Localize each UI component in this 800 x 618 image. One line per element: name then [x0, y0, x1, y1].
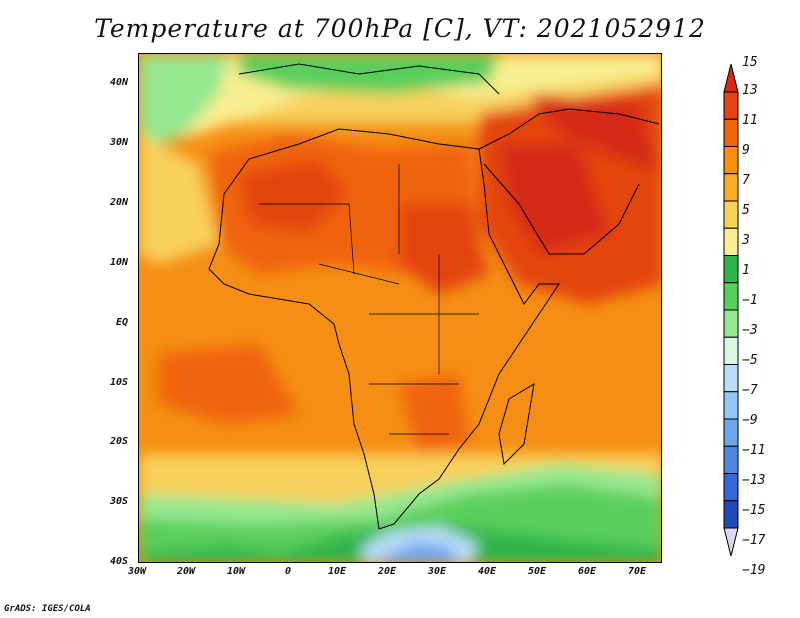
colorbar-segment: [723, 336, 739, 365]
colorbar-label: 3: [742, 233, 750, 248]
field-sahara-hot: [239, 159, 349, 234]
colorbar-label: −15: [742, 503, 766, 518]
field-sudan-hot: [399, 204, 489, 294]
colorbar-bottom-triangle: [723, 527, 739, 557]
colorbar-segment: [723, 473, 739, 502]
map-title: Temperature at 700hPa [C], VT: 202105291…: [94, 14, 706, 43]
colorbar-segment: [723, 445, 739, 474]
colorbar-segment: [723, 418, 739, 447]
colorbar-segment: [723, 364, 739, 393]
grads-credit: GrADS: IGES/COLA: [4, 604, 91, 614]
field-nw-green: [139, 54, 229, 149]
lat-label-20s: 20S: [109, 436, 128, 447]
colorbar-segment: [723, 255, 739, 284]
colorbar-segment: [723, 91, 739, 120]
colorbar-segment: [723, 118, 739, 147]
field-atlantic-yellow: [139, 134, 219, 264]
colorbar-label: −11: [742, 443, 766, 458]
colorbar-label: 9: [742, 143, 750, 158]
colorbar-segment: [723, 500, 739, 529]
temperature-field: [139, 54, 661, 562]
colorbar-segment: [723, 200, 739, 229]
middle-east-coast: [478, 108, 660, 150]
colorbar-label: −1: [742, 293, 758, 308]
lon-label-0: 0: [285, 566, 292, 577]
colorbar-label: 11: [742, 113, 758, 128]
lat-label-10n: 10N: [109, 257, 128, 268]
colorbar-segment: [723, 146, 739, 175]
europe-coast: [238, 63, 500, 95]
lon-label-10w: 10W: [227, 566, 246, 577]
colorbar-label: −5: [742, 353, 758, 368]
temperature-map: [138, 53, 662, 563]
colorbar-label: −9: [742, 413, 758, 428]
lon-label-40e: 40E: [478, 566, 497, 577]
lon-label-30e: 30E: [428, 566, 447, 577]
field-arabia-hot: [499, 144, 609, 254]
colorbar-top-triangle: [723, 63, 739, 93]
field-south-deep-blue: [379, 542, 458, 562]
colorbar-label: 15: [742, 55, 758, 70]
lon-label-60e: 60E: [578, 566, 597, 577]
colorbar: [723, 63, 739, 557]
colorbar-label: 5: [742, 203, 750, 218]
lon-label-30w: 30W: [128, 566, 147, 577]
field-iran-hot: [529, 94, 659, 174]
lat-label-10s: 10S: [109, 377, 128, 388]
lat-label-30n: 30N: [109, 137, 128, 148]
colorbar-segment: [723, 309, 739, 338]
colorbar-label: 7: [742, 173, 750, 188]
colorbar-label: −17: [742, 533, 766, 548]
colorbar-segment: [723, 173, 739, 202]
lon-label-20e: 20E: [378, 566, 397, 577]
lon-label-20w: 20W: [177, 566, 196, 577]
colorbar-segment: [723, 391, 739, 420]
field-mediterranean-green: [239, 54, 499, 94]
lon-label-10e: 10E: [328, 566, 347, 577]
colorbar-label: −3: [742, 323, 758, 338]
colorbar-segment: [723, 282, 739, 311]
africa-coastline: [208, 128, 560, 530]
lat-label-40n: 40N: [109, 77, 128, 88]
lat-label-40s: 40S: [109, 556, 128, 567]
lon-label-70e: 70E: [628, 566, 647, 577]
lon-label-50e: 50E: [528, 566, 547, 577]
colorbar-label: 1: [742, 263, 750, 278]
lat-label-20n: 20N: [109, 197, 128, 208]
field-satlantic-warm: [159, 344, 299, 424]
colorbar-label: −19: [742, 563, 766, 578]
colorbar-label: 13: [742, 83, 758, 98]
lat-label-30s: 30S: [109, 496, 128, 507]
country-borders: [259, 164, 479, 435]
lat-label-eq: EQ: [115, 317, 128, 328]
arabia-coast: [483, 163, 640, 255]
colorbar-segment: [723, 227, 739, 256]
coastlines: [208, 63, 660, 530]
colorbar-label: −13: [742, 473, 766, 488]
colorbar-label: −7: [742, 383, 758, 398]
madagascar: [498, 383, 535, 466]
